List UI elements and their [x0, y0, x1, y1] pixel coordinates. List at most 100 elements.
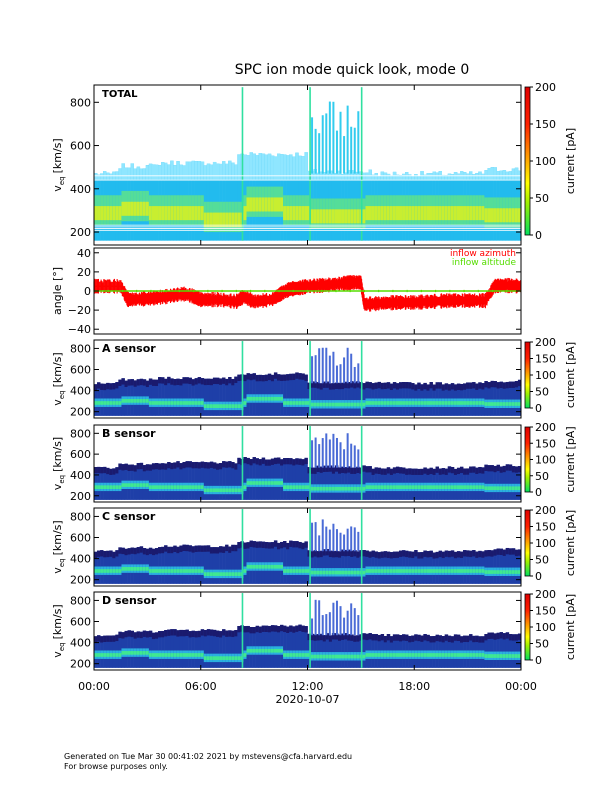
legend-inflow-azimuth: inflow azimuth	[450, 249, 516, 259]
ytick-label: 400	[70, 469, 91, 482]
colorbar-tick-label: 200	[535, 81, 556, 94]
ytick-label: 800	[70, 594, 91, 607]
spectrogram-image	[94, 341, 522, 416]
ylabel-unit: [km/s]	[51, 437, 64, 472]
colorbar-tick-label: 0	[535, 654, 542, 667]
legend-inflow-altitude: inflow altitude	[452, 258, 517, 268]
colorbar-label: current [pA]	[564, 510, 577, 576]
series-line	[94, 281, 522, 306]
colorbar-tick-label: 100	[535, 537, 556, 550]
ytick-label: 600	[70, 140, 91, 153]
ylabel-main: v	[51, 651, 64, 658]
ylabel-main: v	[51, 399, 64, 406]
colorbar-tick-label: 50	[535, 554, 549, 567]
ytick-label: 800	[70, 510, 91, 523]
ytick-label: 200	[70, 490, 91, 503]
ylabel-sub: eq	[58, 176, 66, 185]
ylabel-sub: eq	[58, 390, 66, 399]
colorbar-tick-label: 150	[535, 353, 556, 366]
colorbar-tick-label: 50	[535, 470, 549, 483]
colorbar-tick-label: 200	[535, 421, 556, 434]
colorbar-tick-label: 0	[535, 570, 542, 583]
colorbar-tick-label: 0	[535, 229, 542, 242]
colorbar-tick-label: 150	[535, 118, 556, 131]
ytick-label: 800	[70, 96, 91, 109]
panel-label: D sensor	[102, 594, 157, 607]
xtick-label: 00:00	[78, 680, 110, 693]
footer-line-2: For browse purposes only.	[64, 762, 168, 771]
colorbar-label: current [pA]	[564, 128, 577, 194]
ylabel-unit: [km/s]	[51, 604, 64, 639]
xtick-label: 00:00	[505, 680, 537, 693]
ytick-label: −20	[68, 304, 91, 317]
ytick-label: 800	[70, 427, 91, 440]
ytick-label: 600	[70, 364, 91, 377]
colorbar	[524, 426, 531, 493]
ylabel-main: v	[51, 483, 64, 490]
spectrogram-panel-2: 200 400 600 800 B sensor veq [km/s] 0 50 100 150 20…	[51, 421, 577, 503]
spectrogram-image	[94, 87, 522, 241]
ytick-label: 0	[84, 285, 91, 298]
ytick-label: 600	[70, 616, 91, 629]
ylabel-sub: eq	[58, 558, 66, 567]
colorbar-label: current [pA]	[564, 342, 577, 408]
ytick-label: 400	[70, 385, 91, 398]
ylabel: veq [km/s]	[51, 352, 66, 405]
angle-ylabel: angle [°]	[51, 267, 64, 315]
ytick-label: 600	[70, 448, 91, 461]
spectrogram-panel-1: 200 400 600 800 A sensor veq [km/s] 0 50 100 150 20…	[51, 336, 577, 419]
panel-label: C sensor	[102, 510, 156, 523]
colorbar-tick-label: 50	[535, 192, 549, 205]
ytick-label: 40	[77, 247, 91, 260]
ylabel: veq [km/s]	[51, 520, 66, 573]
spectrogram-image	[94, 426, 522, 500]
colorbar	[524, 86, 531, 236]
colorbar-tick-label: 50	[535, 638, 549, 651]
spectrogram-panel-4: 200 400 600 800 D sensor veq [km/s] 0 50 100 150 20…	[51, 588, 577, 671]
ytick-label: 800	[70, 342, 91, 355]
panel-label: A sensor	[102, 342, 156, 355]
ytick-label: 20	[77, 266, 91, 279]
ylabel: veq [km/s]	[51, 437, 66, 490]
ylabel-main: v	[51, 567, 64, 574]
colorbar-tick-label: 200	[535, 336, 556, 349]
spectrogram-panel-3: 200 400 600 800 C sensor veq [km/s] 0 50 100 150 20…	[51, 504, 577, 587]
ytick-label: 200	[70, 406, 91, 419]
colorbar-tick-label: 50	[535, 386, 549, 399]
x-date-label: 2020-10-07	[276, 693, 340, 706]
colorbar-label: current [pA]	[564, 426, 577, 492]
colorbar-tick-label: 200	[535, 588, 556, 601]
ytick-label: 400	[70, 183, 91, 196]
spectrogram-image	[94, 593, 522, 668]
series-inflow-altitude	[93, 289, 521, 293]
colorbar	[524, 593, 531, 661]
colorbar-tick-label: 150	[535, 605, 556, 618]
colorbar-tick-label: 100	[535, 369, 556, 382]
panel-label: B sensor	[102, 427, 156, 440]
ylabel-main: v	[51, 185, 64, 192]
ytick-label: 600	[70, 532, 91, 545]
ylabel-unit: [km/s]	[51, 138, 64, 173]
panel-label: TOTAL	[102, 89, 138, 100]
colorbar-tick-label: 100	[535, 621, 556, 634]
colorbar-tick-label: 150	[535, 521, 556, 534]
spectrogram-image	[94, 509, 522, 584]
colorbar-tick-label: 200	[535, 504, 556, 517]
xtick-label: 12:00	[292, 680, 324, 693]
colorbar-tick-label: 100	[535, 155, 556, 168]
ylabel-sub: eq	[58, 475, 66, 484]
figure-title: SPC ion mode quick look, mode 0	[235, 62, 469, 78]
spectrogram-panel-0: 200 400 600 800 TOTAL veq [km/s] 0 50 100 150 200 cu…	[51, 81, 577, 246]
ytick-label: −40	[68, 323, 91, 336]
ylabel-sub: eq	[58, 642, 66, 651]
colorbar	[524, 341, 531, 409]
ylabel-unit: [km/s]	[51, 520, 64, 555]
ylabel: veq [km/s]	[51, 604, 66, 657]
ytick-label: 400	[70, 553, 91, 566]
ytick-label: 200	[70, 658, 91, 671]
ytick-label: 400	[70, 637, 91, 650]
colorbar-label: current [pA]	[564, 594, 577, 660]
x-axis: 00:00 06:00 12:00 18:00 00:00 2020-10-07	[78, 680, 537, 706]
ytick-label: 200	[70, 226, 91, 239]
